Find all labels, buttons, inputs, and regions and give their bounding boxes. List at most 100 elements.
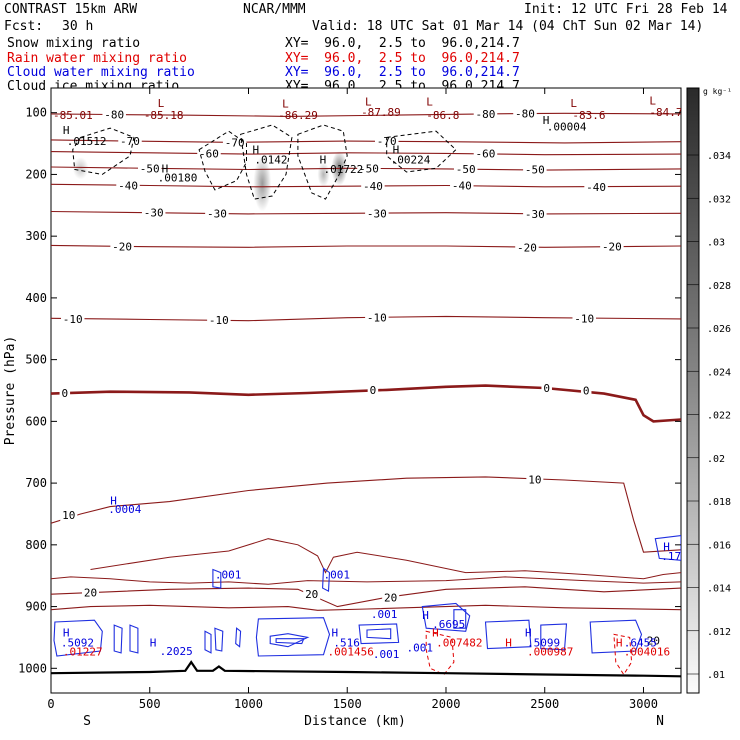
cloud-water-contour	[654, 535, 681, 561]
mixing-ratio-label: -84.7	[649, 106, 682, 119]
y-tick-label: 600	[25, 414, 47, 428]
header-init: Init: 12 UTC Fri 28 Feb 14	[524, 2, 728, 17]
y-axis-label: Pressure (hPa)	[3, 336, 18, 446]
temperature-contour-label: -30	[525, 208, 545, 221]
cloud-ice-contour	[72, 127, 135, 175]
temperature-contour-label: -10	[63, 313, 83, 326]
contour-label-mask	[473, 147, 498, 160]
y-tick-label: 500	[25, 353, 47, 367]
temperature-contour-label: -40	[586, 181, 606, 194]
contour-label-mask	[137, 162, 162, 175]
y-tick-label: 200	[25, 167, 47, 181]
cloud-water-contour	[540, 623, 568, 651]
header-fcst-label: Fcst:	[4, 19, 44, 34]
cloud-ice-contour	[386, 130, 457, 173]
mixing-ratio-label: .001	[371, 608, 398, 621]
field-cloudwater-name: Cloud water mixing ratio	[7, 65, 195, 80]
field-rain-xy: XY= 96.0, 2.5 to 96.0,214.7	[285, 51, 520, 66]
temperature-contour--20	[51, 244, 681, 248]
contour-label-mask	[110, 240, 134, 253]
contour-label-mask	[207, 314, 231, 327]
mixing-ratio-label: L	[426, 96, 433, 109]
mixing-ratio-label: .01227	[63, 646, 103, 659]
mixing-ratio-label: H	[162, 162, 169, 175]
contour-label-mask	[361, 180, 385, 193]
mixing-ratio-label: -83.6	[572, 109, 605, 122]
colorbar-tick-label: .034	[707, 151, 731, 162]
header-fcst-value: 30 h	[62, 19, 94, 34]
temperature-contour-label: -20	[112, 241, 132, 254]
colorbar-tick-label: .018	[707, 497, 731, 508]
temperature-contour-label: 20	[305, 588, 318, 601]
mixing-ratio-label: H	[616, 636, 623, 649]
temperature-contour--10	[51, 315, 681, 322]
contour-label-mask	[450, 179, 474, 192]
temperature-contour-label: -80	[515, 107, 535, 120]
mixing-ratio-label: H	[63, 627, 70, 640]
contour-label-mask	[523, 207, 547, 220]
x-tick-label: 500	[139, 697, 161, 711]
cloud-water-contour	[129, 624, 139, 654]
contour-label-mask	[374, 135, 399, 148]
contour-label-mask	[572, 312, 596, 325]
colorbar-tick-label: .024	[707, 367, 731, 378]
mixing-ratio-label: .00004	[547, 120, 587, 133]
temperature-contour-label: -50	[359, 162, 379, 175]
temperature-contour-10	[51, 476, 681, 553]
mixing-ratio-label: .001456	[327, 646, 373, 659]
contour-label-mask	[60, 312, 85, 325]
mixing-ratio-label: .01512	[67, 135, 107, 148]
mixing-ratio-label: .007482	[436, 636, 482, 649]
contour-label-mask	[600, 240, 624, 253]
x-tick-label: 2500	[530, 697, 559, 711]
temperature-contour-label: -20	[517, 241, 537, 254]
x-tick-label: 1000	[234, 697, 263, 711]
mixing-ratio-label: -87.89	[361, 106, 401, 119]
field-cloudwater-xy: XY= 96.0, 2.5 to 96.0,214.7	[285, 65, 520, 80]
mixing-ratio-label: H	[422, 609, 429, 622]
contour-label-mask	[197, 147, 221, 160]
mixing-ratio-label: H	[63, 124, 70, 137]
temperature-contour-label: 10	[62, 509, 75, 522]
temperature-contour-label: -50	[140, 162, 160, 175]
temperature-contour-label: 0	[583, 385, 590, 398]
temperature-contour	[90, 538, 681, 580]
mixing-ratio-label: .0004	[108, 503, 141, 516]
endpoint-right: N	[656, 714, 664, 729]
cloud-water-contour	[322, 567, 331, 592]
temperature-contour--40	[51, 183, 681, 188]
temperature-contour-label: -50	[456, 163, 476, 176]
mixing-ratio-label: H	[543, 114, 550, 127]
colorbar-tick-label: .02	[707, 454, 725, 465]
y-tick-label: 100	[25, 106, 47, 120]
mixing-ratio-label: L	[158, 97, 165, 110]
contour-label-mask	[453, 162, 478, 175]
contour-label-mask	[118, 135, 142, 148]
temperature-contour-label: -80	[476, 108, 496, 121]
snow-shading-blob	[72, 157, 89, 180]
mixing-ratio-label: .001	[373, 648, 400, 661]
mixing-ratio-label: .01722	[324, 163, 364, 176]
mixing-ratio-label: -85.18	[144, 109, 184, 122]
mixing-ratio-label: .5092	[61, 636, 94, 649]
contour-label-mask	[523, 163, 547, 176]
y-tick-label: 800	[25, 538, 47, 552]
temperature-contour-label: -40	[452, 180, 472, 193]
cloud-water-contour	[255, 617, 331, 657]
mixing-ratio-label: H	[393, 144, 400, 157]
contour-label-mask	[584, 180, 608, 193]
cloud-ice-contour	[297, 124, 348, 200]
contour-label-mask	[357, 162, 381, 175]
temperature-contour-label: 20	[84, 586, 97, 599]
mixing-ratio-label: H	[320, 154, 327, 167]
mixing-ratio-label: .173	[661, 550, 688, 563]
cloud-water-contour	[53, 619, 103, 657]
contour-label-mask	[541, 382, 552, 395]
cloud-water-contour	[358, 623, 400, 645]
mixing-ratio-label: .00180	[158, 172, 198, 185]
temperature-contour-label: -70	[120, 135, 140, 148]
contour-label-mask	[303, 588, 321, 601]
mixing-ratio-label: L	[282, 97, 289, 110]
field-snow-xy: XY= 96.0, 2.5 to 96.0,214.7	[285, 36, 520, 51]
colorbar	[686, 87, 700, 694]
